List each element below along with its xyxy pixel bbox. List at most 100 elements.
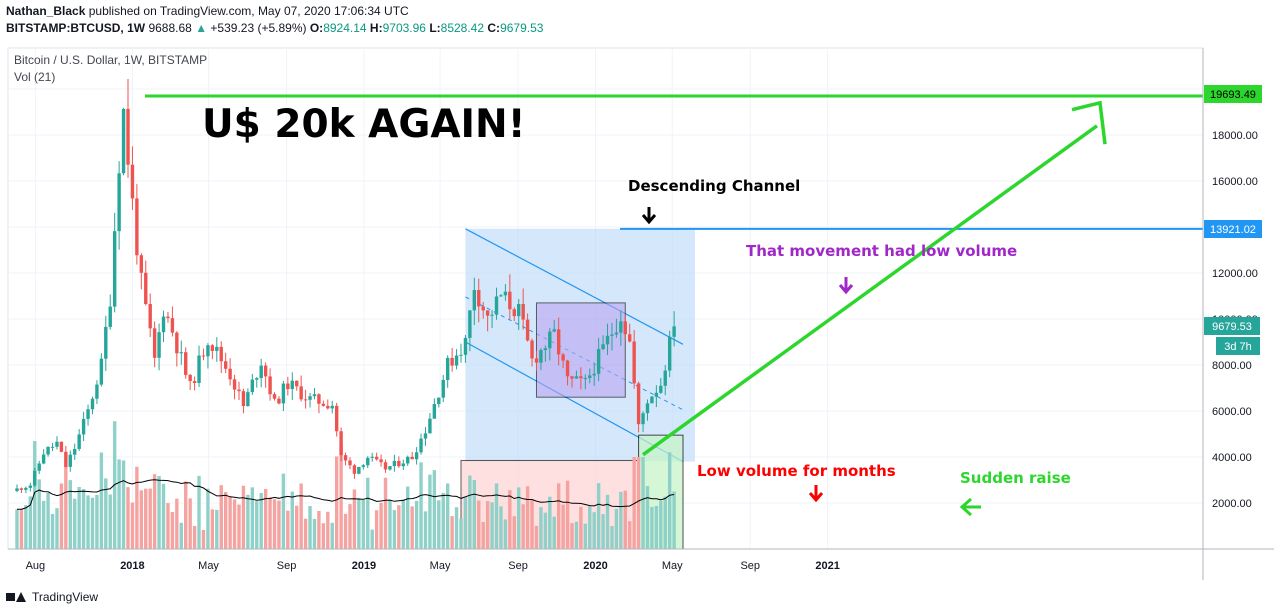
volume-bar xyxy=(303,518,308,549)
low-value: 8528.42 xyxy=(440,21,485,35)
candle-body xyxy=(552,329,556,332)
volume-bar xyxy=(86,495,90,549)
candle-body xyxy=(73,448,77,455)
candle-body xyxy=(383,462,388,470)
candle-body xyxy=(592,373,596,376)
volume-bar xyxy=(59,483,64,549)
volume-bar xyxy=(477,500,481,549)
candle-body xyxy=(121,108,126,174)
candle-body xyxy=(348,460,352,466)
volume-bar xyxy=(184,481,188,549)
volume-bar xyxy=(512,516,516,549)
candle-body xyxy=(219,346,223,362)
countdown-label: 3d 7h xyxy=(1216,337,1260,355)
candle-body xyxy=(175,332,179,354)
volume-bar xyxy=(326,511,330,549)
volume-bar xyxy=(126,487,130,549)
candle-body xyxy=(628,334,632,342)
candle-body xyxy=(459,354,463,356)
candle-body xyxy=(277,398,281,404)
volume-bar xyxy=(281,473,286,549)
volume-bar xyxy=(215,509,219,549)
candle-body xyxy=(357,466,361,474)
candle-body xyxy=(619,321,623,333)
x-tick-label: Sep xyxy=(277,560,297,572)
candle-body xyxy=(672,326,676,337)
candle-body xyxy=(330,405,334,409)
high-label: H: xyxy=(369,21,383,35)
candle-body xyxy=(126,108,130,165)
candle-body xyxy=(290,380,294,390)
candle-body xyxy=(556,329,561,355)
projection-arrow-line[interactable] xyxy=(642,124,1099,457)
footer-brand[interactable]: TradingView xyxy=(6,590,98,604)
price-chart[interactable]: 2000.004000.006000.008000.0010000.001200… xyxy=(0,40,1274,585)
author-name[interactable]: Nathan_Black xyxy=(6,4,86,18)
volume-bar xyxy=(95,494,99,549)
volume-bar xyxy=(539,507,543,549)
volume-bar xyxy=(361,499,366,549)
candle-body xyxy=(46,446,50,455)
volume-bar xyxy=(157,476,161,549)
volume-bar xyxy=(654,505,659,549)
volume-bar xyxy=(468,475,472,549)
candle-body xyxy=(339,431,343,456)
volume-bar xyxy=(641,457,645,549)
candle-body xyxy=(565,360,570,377)
candle-body xyxy=(388,466,392,470)
candle-body xyxy=(485,310,490,316)
candle-body xyxy=(521,304,525,320)
candle-body xyxy=(250,379,255,393)
volume-bar xyxy=(659,501,663,549)
x-tick-label: May xyxy=(198,560,219,572)
volume-bar xyxy=(592,512,596,549)
candle-body xyxy=(99,358,104,385)
y-tick-label: 2000.00 xyxy=(1212,498,1252,510)
candle-body xyxy=(210,345,215,351)
candle-body xyxy=(255,378,259,380)
volume-bar xyxy=(246,494,250,549)
volume-bar xyxy=(28,496,33,549)
candle-body xyxy=(539,350,543,363)
volume-bar xyxy=(175,498,179,549)
volume-bar xyxy=(77,486,81,549)
volume-bar xyxy=(450,516,454,549)
volume-bar xyxy=(508,490,512,549)
volume-bar xyxy=(574,521,579,549)
candle-body xyxy=(641,413,645,425)
volume-bar xyxy=(370,529,374,549)
candle-body xyxy=(463,337,468,355)
candle-body xyxy=(86,409,90,419)
volume-bar xyxy=(432,470,437,549)
volume-bar xyxy=(374,510,379,549)
volume-bar xyxy=(166,503,170,549)
candle-body xyxy=(286,383,290,390)
ohlc-line: BITSTAMP:BTCUSD, 1W 9688.68 ▲ +539.23 (+… xyxy=(6,21,543,35)
volume-bar xyxy=(64,465,68,549)
volume-bar xyxy=(37,479,41,549)
x-tick-label: 2021 xyxy=(815,560,839,572)
price-label-channel-line: 13921.02 xyxy=(1204,220,1262,238)
candle-body xyxy=(37,463,41,471)
volume-bar xyxy=(619,491,623,549)
candle-body xyxy=(317,394,321,404)
candle-body xyxy=(579,376,583,379)
candle-body xyxy=(623,321,627,335)
candle-body xyxy=(192,381,197,383)
candle-body xyxy=(445,357,450,381)
volume-bar xyxy=(570,523,574,549)
candle-body xyxy=(574,376,579,379)
volume-bar xyxy=(139,490,144,549)
volume-bar xyxy=(272,499,277,549)
candle-body xyxy=(112,231,117,307)
candle-body xyxy=(636,383,641,425)
candle-body xyxy=(490,314,494,316)
channel-top-line[interactable] xyxy=(465,228,684,345)
candle-body xyxy=(321,403,326,406)
candle-body xyxy=(423,433,428,439)
candle-body xyxy=(144,272,148,304)
candle-body xyxy=(596,349,601,374)
candle-body xyxy=(472,289,477,311)
candle-body xyxy=(508,291,512,310)
volume-bar xyxy=(219,485,223,549)
